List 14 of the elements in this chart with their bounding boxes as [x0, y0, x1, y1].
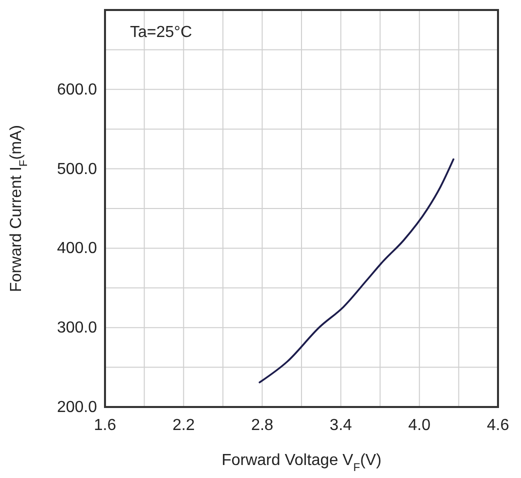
x-tick-label: 2.2: [172, 417, 195, 434]
x-tick-label: 2.8: [251, 417, 274, 434]
x-tick-label: 4.6: [486, 417, 510, 434]
y-tick-label: 600.0: [56, 81, 98, 98]
annotation: Ta=25°C: [130, 24, 192, 41]
y-tick-label: 200.0: [56, 399, 98, 416]
y-tick-label: 300.0: [56, 320, 98, 337]
y-tick-label: 500.0: [56, 160, 98, 178]
x-tick-label: 1.6: [94, 417, 116, 434]
x-tick-label: 3.4: [330, 417, 352, 434]
line-series: [258, 158, 454, 384]
y-tick-label: 400.0: [56, 240, 98, 258]
x-tick-label: 4.0: [408, 417, 431, 434]
x-axis-title: Forward Voltage V$_{F}$(V): [222, 452, 382, 474]
